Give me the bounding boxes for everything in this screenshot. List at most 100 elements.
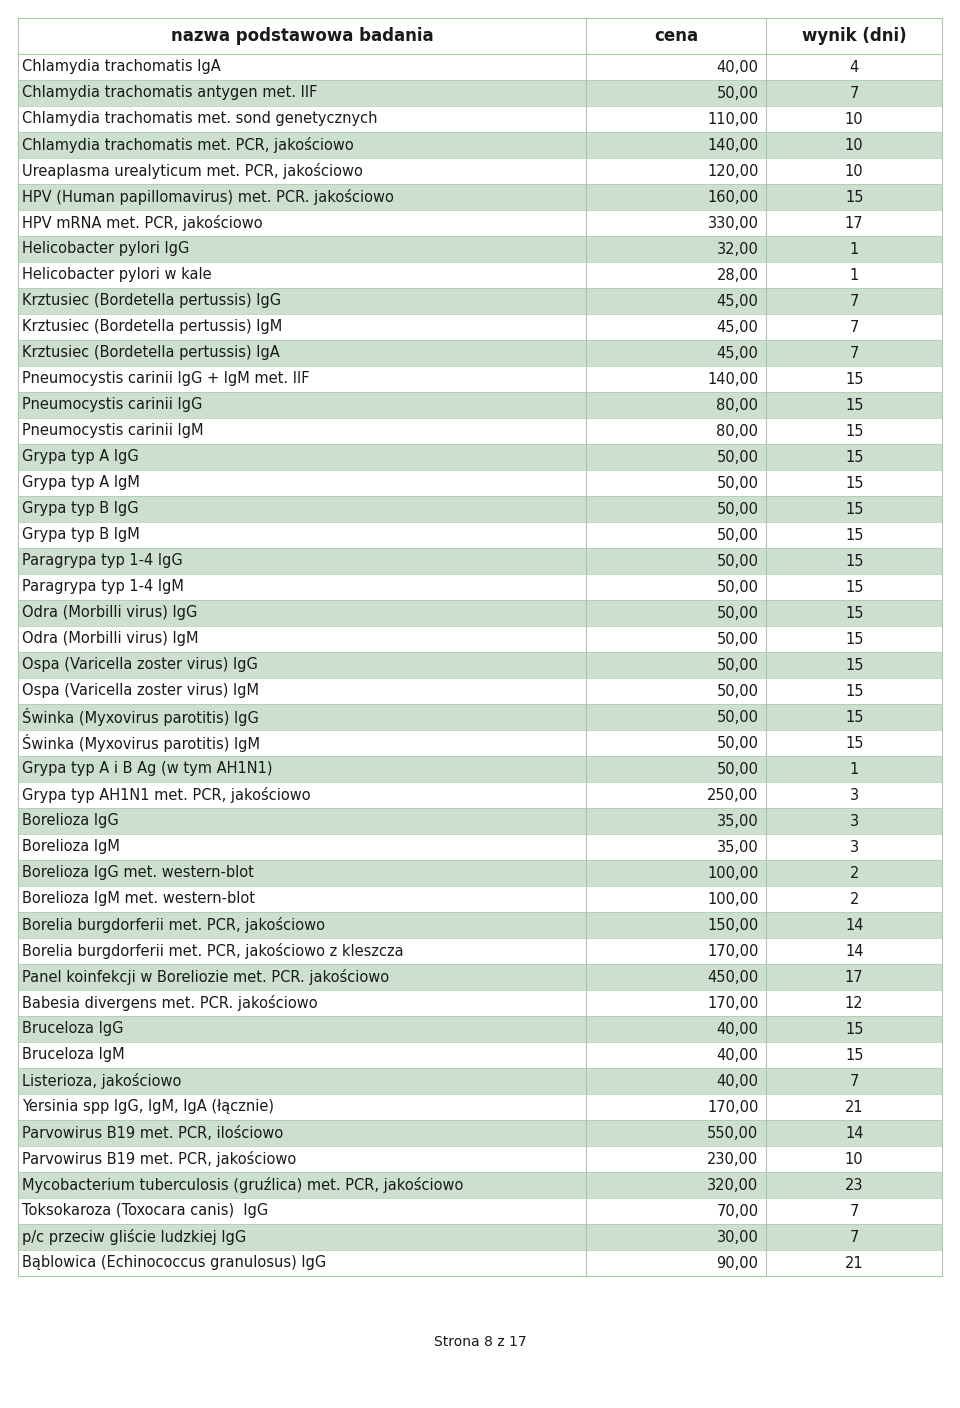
Bar xyxy=(18,990,942,1017)
Bar xyxy=(18,808,942,834)
Text: 15: 15 xyxy=(845,424,863,438)
Text: 3: 3 xyxy=(850,839,859,855)
Text: 32,00: 32,00 xyxy=(716,242,758,256)
Bar xyxy=(18,548,942,574)
Text: Listerioza, jakościowo: Listerioza, jakościowo xyxy=(22,1073,181,1088)
Bar xyxy=(18,1198,942,1224)
Text: Borelia burgdorferii met. PCR, jakościowo z kleszcza: Borelia burgdorferii met. PCR, jakościow… xyxy=(22,943,403,959)
Text: 28,00: 28,00 xyxy=(716,268,758,283)
Text: 15: 15 xyxy=(845,683,863,698)
Text: Chlamydia trachomatis IgA: Chlamydia trachomatis IgA xyxy=(22,59,221,75)
Bar xyxy=(18,522,942,548)
Bar xyxy=(18,496,942,522)
Text: Ospa (Varicella zoster virus) IgM: Ospa (Varicella zoster virus) IgM xyxy=(22,683,259,698)
Text: 50,00: 50,00 xyxy=(716,632,758,646)
Text: Bąblowica (Echinococcus granulosus) IgG: Bąblowica (Echinococcus granulosus) IgG xyxy=(22,1256,326,1270)
Text: 50,00: 50,00 xyxy=(716,553,758,569)
Text: Strona 8 z 17: Strona 8 z 17 xyxy=(434,1335,526,1349)
Text: 50,00: 50,00 xyxy=(716,683,758,698)
Text: 15: 15 xyxy=(845,528,863,542)
Bar xyxy=(18,132,942,158)
Text: 17: 17 xyxy=(845,215,864,231)
Text: 10: 10 xyxy=(845,111,864,127)
Text: Grypa typ A IgG: Grypa typ A IgG xyxy=(22,449,139,465)
Text: 17: 17 xyxy=(845,970,864,984)
Text: Grypa typ B IgM: Grypa typ B IgM xyxy=(22,528,140,542)
Text: 7: 7 xyxy=(850,293,859,308)
Text: 40,00: 40,00 xyxy=(716,1048,758,1063)
Bar xyxy=(18,1069,942,1094)
Text: Chlamydia trachomatis met. PCR, jakościowo: Chlamydia trachomatis met. PCR, jakościo… xyxy=(22,137,353,153)
Text: 90,00: 90,00 xyxy=(716,1256,758,1270)
Bar xyxy=(18,262,942,289)
Text: 15: 15 xyxy=(845,372,863,387)
Bar xyxy=(18,834,942,860)
Text: HPV mRNA met. PCR, jakościowo: HPV mRNA met. PCR, jakościowo xyxy=(22,215,263,231)
Bar xyxy=(18,1171,942,1198)
Bar xyxy=(18,18,942,54)
Bar xyxy=(18,600,942,627)
Text: 7: 7 xyxy=(850,345,859,360)
Text: Świnka (Myxovirus parotitis) IgG: Świnka (Myxovirus parotitis) IgG xyxy=(22,708,259,727)
Text: Toksokaroza (Toxocara canis)  IgG: Toksokaroza (Toxocara canis) IgG xyxy=(22,1204,268,1218)
Text: Krztusiec (Bordetella pertussis) IgM: Krztusiec (Bordetella pertussis) IgM xyxy=(22,320,282,335)
Text: Odra (Morbilli virus) IgM: Odra (Morbilli virus) IgM xyxy=(22,632,199,646)
Text: 250,00: 250,00 xyxy=(708,787,758,803)
Text: 15: 15 xyxy=(845,553,863,569)
Text: HPV (Human papillomavirus) met. PCR. jakościowo: HPV (Human papillomavirus) met. PCR. jak… xyxy=(22,189,394,206)
Text: 15: 15 xyxy=(845,190,863,204)
Text: Świnka (Myxovirus parotitis) IgM: Świnka (Myxovirus parotitis) IgM xyxy=(22,734,260,752)
Text: 50,00: 50,00 xyxy=(716,762,758,776)
Text: 15: 15 xyxy=(845,501,863,517)
Text: 15: 15 xyxy=(845,605,863,621)
Text: 3: 3 xyxy=(850,814,859,828)
Bar xyxy=(18,106,942,132)
Text: 40,00: 40,00 xyxy=(716,59,758,75)
Bar xyxy=(18,158,942,184)
Text: 50,00: 50,00 xyxy=(716,735,758,750)
Bar xyxy=(18,1224,942,1250)
Bar xyxy=(18,314,942,339)
Bar xyxy=(18,679,942,704)
Text: nazwa podstawowa badania: nazwa podstawowa badania xyxy=(171,27,434,45)
Text: 330,00: 330,00 xyxy=(708,215,758,231)
Bar xyxy=(18,237,942,262)
Text: 4: 4 xyxy=(850,59,859,75)
Bar xyxy=(18,1250,942,1276)
Text: 15: 15 xyxy=(845,710,863,725)
Text: Chlamydia trachomatis antygen met. IIF: Chlamydia trachomatis antygen met. IIF xyxy=(22,86,318,100)
Text: 320,00: 320,00 xyxy=(708,1177,758,1193)
Bar xyxy=(18,704,942,729)
Text: Borelioza IgG met. western-blot: Borelioza IgG met. western-blot xyxy=(22,866,253,880)
Text: 40,00: 40,00 xyxy=(716,1073,758,1088)
Text: 70,00: 70,00 xyxy=(716,1204,758,1218)
Text: 30,00: 30,00 xyxy=(716,1229,758,1245)
Text: 45,00: 45,00 xyxy=(716,293,758,308)
Bar xyxy=(18,289,942,314)
Text: Grypa typ B IgG: Grypa typ B IgG xyxy=(22,501,138,517)
Text: Grypa typ A i B Ag (w tym AH1N1): Grypa typ A i B Ag (w tym AH1N1) xyxy=(22,762,273,776)
Text: 150,00: 150,00 xyxy=(708,918,758,932)
Text: Helicobacter pylori w kale: Helicobacter pylori w kale xyxy=(22,268,211,283)
Text: 170,00: 170,00 xyxy=(708,1100,758,1115)
Bar xyxy=(18,418,942,444)
Text: 2: 2 xyxy=(850,866,859,880)
Text: 15: 15 xyxy=(845,449,863,465)
Text: Borelioza IgM met. western-blot: Borelioza IgM met. western-blot xyxy=(22,891,255,907)
Text: Helicobacter pylori IgG: Helicobacter pylori IgG xyxy=(22,242,189,256)
Text: 23: 23 xyxy=(845,1177,863,1193)
Text: 2: 2 xyxy=(850,891,859,907)
Text: 160,00: 160,00 xyxy=(708,190,758,204)
Text: Paragrypa typ 1-4 IgM: Paragrypa typ 1-4 IgM xyxy=(22,580,184,594)
Text: 14: 14 xyxy=(845,1125,863,1140)
Bar xyxy=(18,886,942,912)
Bar xyxy=(18,1146,942,1171)
Bar xyxy=(18,574,942,600)
Text: 50,00: 50,00 xyxy=(716,605,758,621)
Bar xyxy=(18,860,942,886)
Text: 80,00: 80,00 xyxy=(716,397,758,413)
Text: 7: 7 xyxy=(850,320,859,335)
Text: 50,00: 50,00 xyxy=(716,86,758,100)
Bar xyxy=(18,184,942,210)
Text: 230,00: 230,00 xyxy=(708,1152,758,1166)
